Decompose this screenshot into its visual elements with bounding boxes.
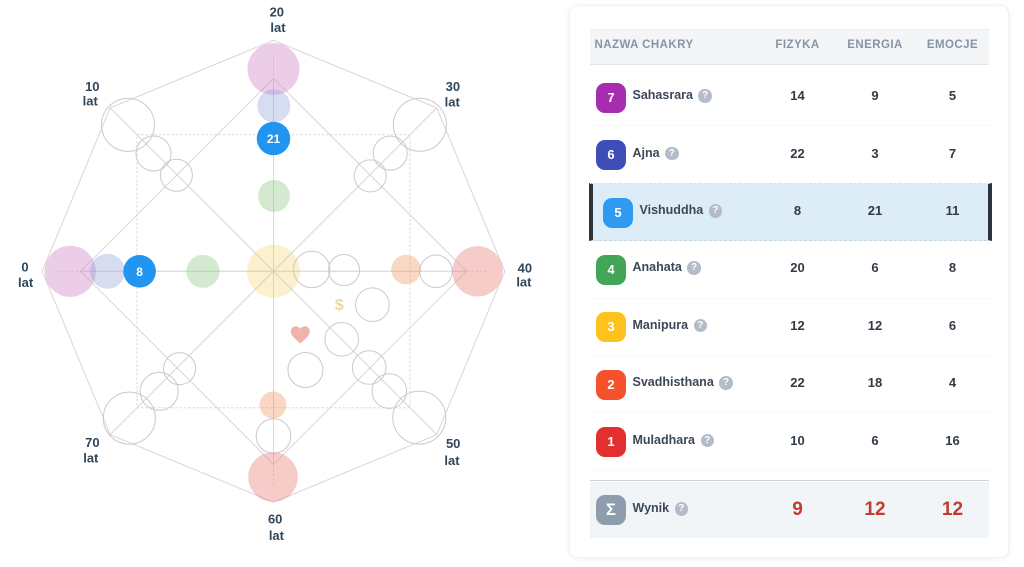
svg-text:lat: lat xyxy=(445,94,461,109)
svg-text:10: 10 xyxy=(85,79,99,94)
svg-text:0: 0 xyxy=(21,260,28,275)
svg-text:30: 30 xyxy=(446,79,460,94)
svg-text:lat: lat xyxy=(83,94,99,109)
svg-text:$: $ xyxy=(335,297,344,314)
svg-text:lat: lat xyxy=(269,528,285,543)
svg-text:50: 50 xyxy=(446,436,460,451)
svg-text:lat: lat xyxy=(516,275,532,290)
svg-text:20: 20 xyxy=(270,4,284,19)
svg-text:lat: lat xyxy=(270,20,286,35)
svg-text:40: 40 xyxy=(518,261,532,276)
svg-text:70: 70 xyxy=(85,435,99,450)
svg-text:8: 8 xyxy=(136,265,143,279)
svg-text:lat: lat xyxy=(18,275,34,290)
svg-text:21: 21 xyxy=(267,132,281,146)
svg-text:lat: lat xyxy=(444,453,460,468)
svg-text:60: 60 xyxy=(268,511,282,526)
svg-text:lat: lat xyxy=(83,450,99,465)
